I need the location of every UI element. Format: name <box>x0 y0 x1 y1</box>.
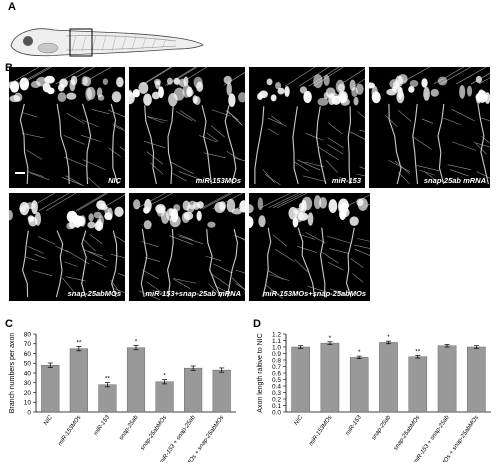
y-tick-label: 0.5 <box>272 377 281 384</box>
y-tick-label: 0.1 <box>272 403 281 410</box>
micrograph-caption: miR-153MOs <box>195 176 241 185</box>
x-category-label: miR-153MOs <box>57 415 82 447</box>
micrograph-snap25ab-mos: snap-25abMOs <box>9 193 125 301</box>
y-tick-label: 80 <box>24 331 32 338</box>
x-category-label: NIC <box>43 414 54 426</box>
bar <box>320 342 340 413</box>
micrograph-nic: NIC <box>9 67 125 188</box>
significance-marker: * <box>329 335 332 342</box>
y-tick-label: 1.2 <box>272 331 281 338</box>
significance-marker: * <box>387 334 390 341</box>
chart-branch-numbers: Branch numbers per axon 0 10 20 30 40 50 60 70 80… <box>9 331 236 462</box>
bar <box>379 342 398 413</box>
significance-marker: ** <box>415 348 421 355</box>
micrograph-caption: miR-153 <box>331 176 361 185</box>
micrograph-mir153mos-snap25abmos: miR-153MOs+snap-25abMOs <box>249 193 370 301</box>
bar <box>437 345 457 413</box>
panel-d-label: D <box>253 318 261 330</box>
y-tick-label: 70 <box>24 341 32 348</box>
y-axis-label: Branch numbers per axon <box>9 333 16 414</box>
y-tick-label: 0.2 <box>272 396 281 403</box>
y-tick-label: 20 <box>24 390 32 397</box>
bar <box>155 381 174 413</box>
zebrafish-larva-drawing <box>10 28 204 57</box>
neuron-texture <box>9 193 125 298</box>
x-category-label: miR-153MOs <box>308 415 333 447</box>
micrograph-caption: NIC <box>108 176 121 185</box>
micrograph-caption: snap-25abMOs <box>67 289 121 298</box>
x-category-label: snap-25abMOs <box>393 415 421 452</box>
y-tick-label: 0.8 <box>272 357 281 364</box>
bar <box>467 346 486 413</box>
panel-c-label: C <box>5 318 13 330</box>
neuron-texture <box>249 193 370 299</box>
bar <box>408 356 428 413</box>
y-tick-label: 0.9 <box>272 351 281 358</box>
x-category-label: NIC <box>293 414 304 426</box>
micrograph-mir153-snap25ab-mrna: miR-153+snap-25ab mRNA <box>129 193 245 301</box>
significance-marker: ** <box>105 376 111 383</box>
neuron-texture <box>133 193 245 301</box>
y-tick-label: 0.0 <box>272 409 281 416</box>
y-tick-label: 50 <box>24 361 32 368</box>
micrograph-caption: snap-25ab mRNA <box>423 176 486 185</box>
y-tick-label: 0.3 <box>272 390 281 397</box>
y-tick-label: 0.7 <box>272 364 281 371</box>
significance-marker: * <box>135 339 138 346</box>
significance-marker: * <box>163 373 166 380</box>
chart-axon-length: Axon length raltive to NIC0.00.10.20.30.… <box>257 331 491 462</box>
bar <box>291 346 310 413</box>
micrograph-snap25ab-mrna: snap-25ab mRNA <box>369 67 490 188</box>
micrograph-caption: miR-153MOs+snap-25abMOs <box>262 289 366 298</box>
neuron-texture <box>9 67 125 188</box>
neuron-texture <box>369 67 490 185</box>
neuron-texture <box>254 67 365 186</box>
y-tick-label: 40 <box>24 370 32 377</box>
bar <box>349 357 369 413</box>
significance-marker: ** <box>76 339 82 346</box>
y-tick-label: 1.1 <box>272 338 281 345</box>
y-tick-label: 0.4 <box>272 383 281 390</box>
bar <box>41 365 60 413</box>
bar <box>184 367 203 413</box>
micrograph-caption: miR-153+snap-25ab mRNA <box>145 289 241 298</box>
bar <box>69 348 88 413</box>
scale-bar <box>15 172 25 174</box>
bar <box>212 369 231 413</box>
panel-b-label: B <box>5 62 13 74</box>
significance-marker: * <box>358 349 361 356</box>
y-tick-label: 60 <box>24 351 32 358</box>
x-category-label: snap-25ab <box>118 414 140 441</box>
y-tick-label: 10 <box>24 400 32 407</box>
x-category-label: snap-25abMOs <box>140 415 168 452</box>
y-tick-label: 0.6 <box>272 370 281 377</box>
x-category-label: snap-25ab <box>371 414 393 441</box>
x-category-label: miR-153 <box>345 414 363 437</box>
neuron-texture <box>129 67 245 185</box>
y-tick-label: 0 <box>27 409 31 416</box>
micrograph-mir153-mos: miR-153MOs <box>129 67 245 188</box>
bar <box>98 384 117 413</box>
y-axis-label: Axon length raltive to NIC <box>257 333 264 412</box>
bar <box>126 347 146 413</box>
micrograph-mir153: miR-153 <box>249 67 365 188</box>
x-category-label: miR-153 <box>93 414 111 437</box>
y-tick-label: 1.0 <box>272 344 281 351</box>
panel-a-label: A <box>8 1 16 13</box>
y-tick-label: 30 <box>24 380 32 387</box>
